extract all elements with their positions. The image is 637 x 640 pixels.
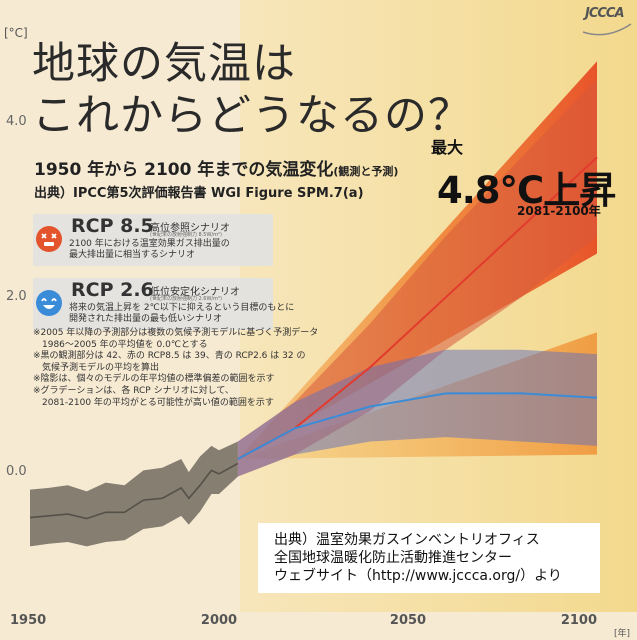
scenario-rcp26-note-1: 将来の気温上昇を 2℃以下に抑えるという目標のもとに	[69, 303, 295, 313]
credit-line: 全国地球温暖化防止活動推進センター	[274, 550, 512, 566]
scenario-rcp85-forcing: (世紀末の放射強制力 8.5W/m²)	[150, 232, 222, 238]
y-axis-unit: [°C]	[4, 26, 28, 40]
scenario-rcp26-note-2: 開発された排出量の最も低いシナリオ	[69, 314, 223, 324]
smiley-face-icon	[36, 290, 62, 316]
jccca-logo: JCCCA	[581, 6, 633, 36]
scenario-rcp26-desc: 低位安定化シナリオ	[150, 287, 240, 298]
max-value: 4.8°C上昇	[437, 169, 616, 212]
x-tick-label: 2100	[561, 613, 597, 628]
subtitle-text: 1950 年から 2100 年までの気温変化	[34, 160, 334, 180]
scenario-rcp85-note-1: 2100 年における温室効果ガス排出量の	[69, 239, 230, 249]
scenario-rcp26-box: RCP 2.6 低位安定化シナリオ (世紀末の放射強制力 2.6W/m²) 将来…	[33, 278, 294, 330]
scenario-rcp26-forcing: (世紀末の放射強制力 2.6W/m²)	[150, 296, 222, 302]
max-label: 最大	[431, 138, 464, 157]
y-tick-label: 0.0	[6, 464, 27, 479]
credit-box: 出典）温室効果ガスインベントリオフィス 全国地球温暖化防止活動推進センター ウェ…	[258, 523, 600, 593]
credit-line: 出典）温室効果ガスインベントリオフィス	[274, 532, 540, 548]
x-tick-label: 1950	[10, 613, 46, 628]
x-tick-label: 2000	[201, 613, 237, 628]
page-title: 地球の気温は これからどうなるの？	[32, 38, 472, 142]
band-rcp26	[237, 349, 597, 477]
y-tick-label: 2.0	[6, 289, 27, 304]
note-line: ※陰影は、個々のモデルの年平均値の標準偏差の範囲を示す	[33, 374, 275, 385]
note-line: 2081-2100 年の平均がとる可能性が高い値の範囲を示す	[33, 397, 274, 408]
title-line-2: これからどうなるの？	[32, 91, 472, 141]
note-line: ※グラデーションは、各 RCP シナリオに対して、	[33, 385, 234, 396]
note-line: 1986～2005 年の平均値を 0.0℃とする	[33, 339, 208, 350]
scenario-rcp85-box: RCP 8.5 高位参照シナリオ (世紀末の放射強制力 8.5W/m²) 210…	[33, 214, 273, 266]
max-period: 2081-2100年	[517, 204, 601, 218]
note-line: ※黒の観測部分は 42、赤の RCP8.5 は 39、青の RCP2.6 は 3…	[33, 351, 306, 362]
chart-notes: ※2005 年以降の予測部分は複数の気候予測モデルに基づく予測データ 1986～…	[33, 328, 318, 409]
chart-subtitle: 1950 年から 2100 年までの気温変化(観測と予測)	[34, 155, 398, 180]
x-axis-unit: [年]	[614, 627, 630, 639]
band-rcp85	[237, 78, 597, 477]
scenario-rcp85-note-2: 最大排出量に相当するシナリオ	[69, 250, 196, 260]
x-tick-label: 2050	[390, 613, 426, 628]
scenario-rcp85-note: 2100 年における温室効果ガス排出量の 最大排出量に相当するシナリオ	[69, 239, 230, 261]
band-observed	[30, 441, 238, 547]
y-tick-label: 4.0	[6, 114, 27, 129]
cone-rcp85	[237, 61, 597, 459]
line-observed	[29, 462, 239, 520]
credit-line: ウェブサイト（http://www.jccca.org/）より	[274, 568, 562, 584]
subtitle-note: (観測と予測)	[333, 165, 399, 178]
scenario-rcp26-note: 将来の気温上昇を 2℃以下に抑えるという目標のもとに 開発された排出量の最も低い…	[69, 303, 294, 325]
logo-text: JCCCA	[585, 6, 625, 21]
title-line-1: 地球の気温は	[32, 39, 296, 89]
dizzy-face-icon	[36, 226, 62, 252]
scenario-rcp85-desc: 高位参照シナリオ	[150, 223, 230, 234]
scenario-rcp85-name: RCP 8.5	[71, 215, 154, 237]
scenario-rcp26-name: RCP 2.6	[71, 279, 154, 301]
line-rcp26	[237, 392, 598, 460]
note-line: 気候予測モデルの平均を算出	[33, 362, 160, 373]
source-citation: 出典）IPCC第5次評価報告書 WGI Figure SPM.7(a)	[34, 186, 364, 201]
note-line: ※2005 年以降の予測部分は複数の気候予測モデルに基づく予測データ	[33, 328, 319, 338]
